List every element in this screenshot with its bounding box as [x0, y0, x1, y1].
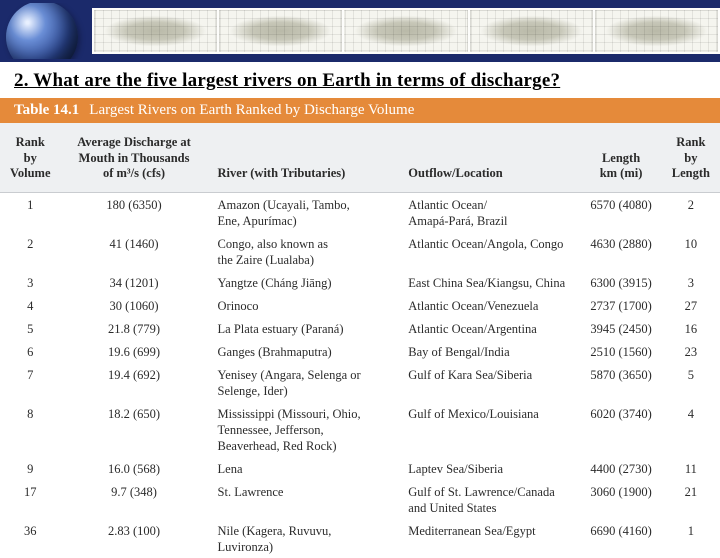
cell-discharge: 41 (1460): [61, 232, 208, 271]
col-rank_volume: Rank byVolume: [0, 129, 61, 192]
col-river: River (with Tributaries): [208, 129, 399, 192]
header-banner: [0, 0, 720, 62]
cell-river: Amazon (Ucayali, Tambo,Ene, Apurímac): [208, 192, 399, 232]
cell-rank_volume: 6: [0, 340, 61, 363]
cell-length: 6020 (3740): [580, 402, 661, 457]
table-row: 719.4 (692)Yenisey (Angara, Selenga orSe…: [0, 363, 720, 402]
cell-river: St. Lawrence: [208, 480, 399, 519]
question-heading: 2. What are the five largest rivers on E…: [0, 62, 720, 98]
table-row: 362.83 (100)Nile (Kagera, Ruvuvu,Luviron…: [0, 519, 720, 558]
globe-icon: [6, 1, 78, 62]
cell-outflow: East China Sea/Kiangsu, China: [398, 271, 580, 294]
world-map-panel: [470, 10, 593, 52]
cell-length: 3060 (1900): [580, 480, 661, 519]
cell-length: 6570 (4080): [580, 192, 661, 232]
cell-river: Lena: [208, 457, 399, 480]
cell-river: Mississippi (Missouri, Ohio,Tennessee, J…: [208, 402, 399, 457]
cell-outflow: Bay of Bengal/India: [398, 340, 580, 363]
cell-discharge: 18.2 (650): [61, 402, 208, 457]
cell-rank_length: 21: [662, 480, 720, 519]
cell-length: 3945 (2450): [580, 317, 661, 340]
world-map-strip: [92, 8, 720, 54]
cell-outflow: Atlantic Ocean/Venezuela: [398, 294, 580, 317]
cell-discharge: 9.7 (348): [61, 480, 208, 519]
table-number: Table 14.1: [14, 102, 79, 118]
cell-length: 4400 (2730): [580, 457, 661, 480]
cell-outflow: Mediterranean Sea/Egypt: [398, 519, 580, 558]
cell-rank_length: 27: [662, 294, 720, 317]
cell-outflow: Gulf of St. Lawrence/Canadaand United St…: [398, 480, 580, 519]
cell-outflow: Atlantic Ocean/Amapá-Pará, Brazil: [398, 192, 580, 232]
table-row: 916.0 (568)LenaLaptev Sea/Siberia4400 (2…: [0, 457, 720, 480]
table-row: 430 (1060)OrinocoAtlantic Ocean/Venezuel…: [0, 294, 720, 317]
table-row: 818.2 (650)Mississippi (Missouri, Ohio,T…: [0, 402, 720, 457]
table-row: 179.7 (348)St. LawrenceGulf of St. Lawre…: [0, 480, 720, 519]
table-title: Largest Rivers on Earth Ranked by Discha…: [89, 102, 414, 118]
cell-rank_length: 2: [662, 192, 720, 232]
cell-rank_length: 5: [662, 363, 720, 402]
col-length: Lengthkm (mi): [580, 129, 661, 192]
table-row: 334 (1201)Yangtze (Cháng Jiāng)East Chin…: [0, 271, 720, 294]
table-row: 619.6 (699)Ganges (Brahmaputra)Bay of Be…: [0, 340, 720, 363]
cell-rank_volume: 36: [0, 519, 61, 558]
world-map-panel: [94, 10, 217, 52]
cell-rank_length: 11: [662, 457, 720, 480]
cell-rank_volume: 1: [0, 192, 61, 232]
cell-river: Yangtze (Cháng Jiāng): [208, 271, 399, 294]
cell-discharge: 180 (6350): [61, 192, 208, 232]
table-body: 1180 (6350)Amazon (Ucayali, Tambo,Ene, A…: [0, 192, 720, 558]
cell-discharge: 30 (1060): [61, 294, 208, 317]
cell-discharge: 19.4 (692): [61, 363, 208, 402]
cell-length: 4630 (2880): [580, 232, 661, 271]
cell-rank_volume: 7: [0, 363, 61, 402]
cell-discharge: 34 (1201): [61, 271, 208, 294]
table-row: 1180 (6350)Amazon (Ucayali, Tambo,Ene, A…: [0, 192, 720, 232]
cell-rank_volume: 3: [0, 271, 61, 294]
cell-river: Congo, also known asthe Zaire (Lualaba): [208, 232, 399, 271]
cell-discharge: 21.8 (779): [61, 317, 208, 340]
cell-discharge: 19.6 (699): [61, 340, 208, 363]
cell-discharge: 2.83 (100): [61, 519, 208, 558]
cell-rank_length: 3: [662, 271, 720, 294]
cell-rank_length: 4: [662, 402, 720, 457]
cell-rank_volume: 2: [0, 232, 61, 271]
cell-discharge: 16.0 (568): [61, 457, 208, 480]
cell-rank_volume: 8: [0, 402, 61, 457]
cell-length: 2737 (1700): [580, 294, 661, 317]
cell-rank_volume: 5: [0, 317, 61, 340]
cell-length: 2510 (1560): [580, 340, 661, 363]
cell-river: La Plata estuary (Paraná): [208, 317, 399, 340]
cell-rank_length: 16: [662, 317, 720, 340]
cell-outflow: Laptev Sea/Siberia: [398, 457, 580, 480]
cell-river: Ganges (Brahmaputra): [208, 340, 399, 363]
cell-rank_length: 1: [662, 519, 720, 558]
table-row: 521.8 (779)La Plata estuary (Paraná)Atla…: [0, 317, 720, 340]
cell-outflow: Atlantic Ocean/Argentina: [398, 317, 580, 340]
world-map-panel: [595, 10, 718, 52]
rivers-table: Rank byVolumeAverage Discharge atMouth i…: [0, 129, 720, 558]
cell-length: 6300 (3915): [580, 271, 661, 294]
cell-river: Yenisey (Angara, Selenga orSelenge, Ider…: [208, 363, 399, 402]
world-map-panel: [344, 10, 467, 52]
cell-outflow: Gulf of Kara Sea/Siberia: [398, 363, 580, 402]
cell-rank_volume: 4: [0, 294, 61, 317]
cell-outflow: Gulf of Mexico/Louisiana: [398, 402, 580, 457]
cell-rank_length: 23: [662, 340, 720, 363]
col-outflow: Outflow/Location: [398, 129, 580, 192]
cell-length: 6690 (4160): [580, 519, 661, 558]
cell-river: Orinoco: [208, 294, 399, 317]
cell-length: 5870 (3650): [580, 363, 661, 402]
col-rank_length: Rank byLength: [662, 129, 720, 192]
table-header-row: Rank byVolumeAverage Discharge atMouth i…: [0, 129, 720, 192]
table-row: 241 (1460)Congo, also known asthe Zaire …: [0, 232, 720, 271]
col-discharge: Average Discharge atMouth in Thousandsof…: [61, 129, 208, 192]
table-title-bar: Table 14.1 Largest Rivers on Earth Ranked…: [0, 98, 720, 123]
cell-rank_volume: 17: [0, 480, 61, 519]
cell-outflow: Atlantic Ocean/Angola, Congo: [398, 232, 580, 271]
cell-river: Nile (Kagera, Ruvuvu,Luvironza): [208, 519, 399, 558]
cell-rank_length: 10: [662, 232, 720, 271]
world-map-panel: [219, 10, 342, 52]
cell-rank_volume: 9: [0, 457, 61, 480]
table-wrapper: Rank byVolumeAverage Discharge atMouth i…: [0, 123, 720, 558]
